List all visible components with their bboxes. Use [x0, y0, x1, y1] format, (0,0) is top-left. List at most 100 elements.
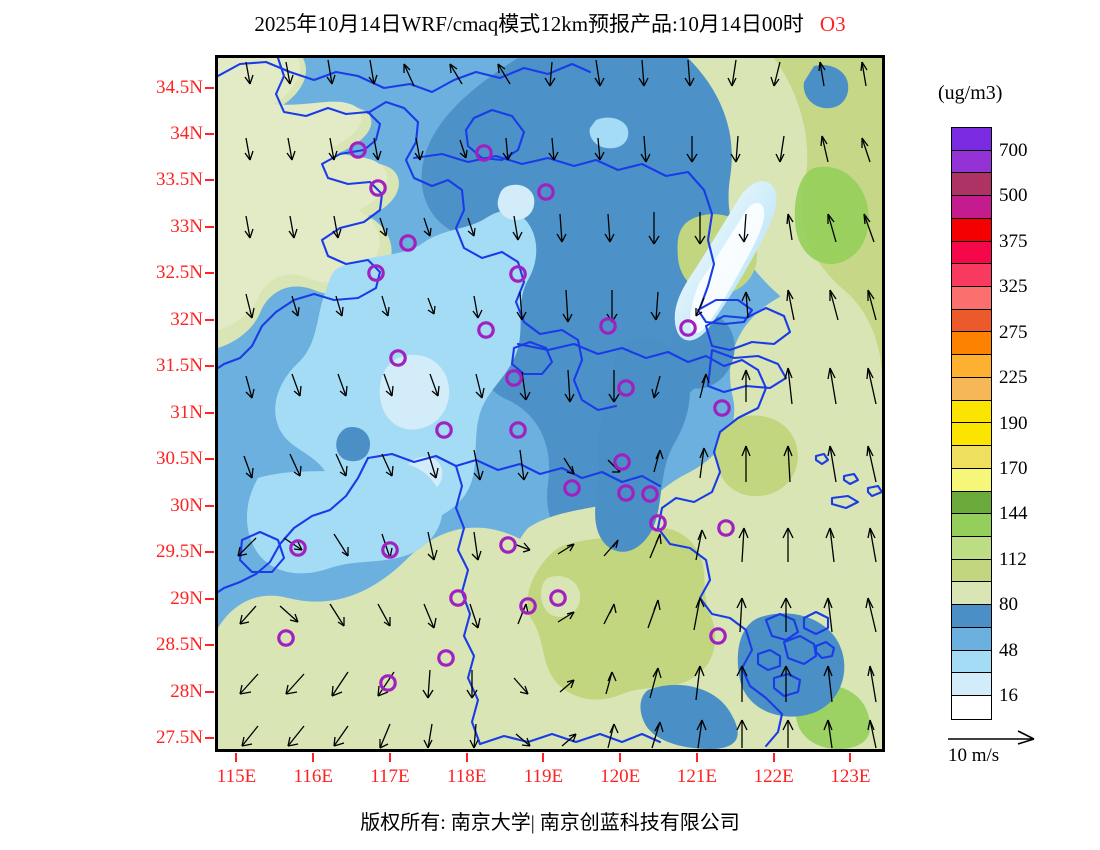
lon-tick-mark: [772, 753, 775, 762]
station-marker: [713, 399, 731, 417]
lat-tick-mark: [205, 504, 214, 507]
lat-tick-mark: [205, 179, 214, 182]
station-marker: [649, 514, 667, 532]
station-marker: [679, 319, 697, 337]
contour-band-80-112-south-coast: [640, 684, 738, 749]
station-marker: [509, 421, 527, 439]
colorbar[interactable]: [951, 127, 992, 720]
lon-tick-mark: [849, 753, 852, 762]
wind-scale-label: 10 m/s: [948, 745, 1000, 766]
colorbar-band: [952, 218, 991, 242]
colorbar-band: [952, 491, 991, 515]
station-marker: [599, 317, 617, 335]
lat-tick-label: 32.5N: [156, 262, 203, 284]
lat-tick-mark: [205, 318, 214, 321]
station-marker: [379, 674, 397, 692]
wind-scale-arrow-icon: [948, 730, 1035, 745]
contour-band-112-144-zhejiang: [527, 527, 716, 700]
colorbar-band: [952, 468, 991, 492]
lat-tick-mark: [205, 365, 214, 368]
colorbar-band: [952, 446, 991, 469]
wind-scale-legend: 10 m/s: [946, 728, 1076, 767]
lon-tick-label: 121E: [676, 766, 718, 787]
station-marker: [389, 349, 407, 367]
lon-tick-label: 116E: [293, 766, 333, 787]
lon-tick-mark: [542, 753, 545, 762]
lat-tick-mark: [205, 132, 214, 135]
lon-tick-label: 119E: [523, 766, 564, 787]
colorbar-band: [952, 673, 991, 696]
colorbar-band: [952, 287, 991, 310]
station-marker: [499, 536, 517, 554]
lon-tick-label: 120E: [600, 766, 641, 787]
lon-tick-label: 117E: [370, 766, 410, 787]
station-marker: [475, 144, 493, 162]
station-marker: [477, 321, 495, 339]
station-marker: [369, 179, 387, 197]
station-marker: [709, 627, 727, 645]
lat-tick-mark: [205, 225, 214, 228]
station-marker: [563, 479, 581, 497]
colorbar-tick-label: 500: [999, 185, 1028, 207]
contour-band-80-112-zhoushan: [737, 613, 845, 717]
lon-tick-mark: [695, 753, 698, 762]
colorbar-units-label: (ug/m3): [938, 82, 1003, 104]
station-marker: [367, 264, 385, 282]
lon-tick-label: 123E: [830, 766, 871, 787]
colorbar-band: [952, 264, 991, 288]
yangtze-core: [690, 202, 765, 333]
contour-speck-w: [336, 426, 370, 462]
lat-tick-label: 28.5N: [156, 634, 203, 656]
lat-tick-mark: [205, 644, 214, 647]
lat-tick-label: 33N: [170, 215, 203, 237]
station-marker: [613, 453, 631, 471]
station-marker: [277, 629, 295, 647]
colorbar-tick-label: 700: [999, 139, 1028, 161]
lat-tick-mark: [205, 690, 214, 693]
colorbar-tick-label: 16: [999, 685, 1018, 707]
station-marker: [549, 589, 567, 607]
forecast-map[interactable]: [215, 55, 885, 752]
lat-tick-label: 32N: [170, 308, 203, 330]
colorbar-band: [952, 423, 991, 447]
colorbar-band: [952, 695, 991, 719]
station-markers[interactable]: [277, 141, 735, 692]
colorbar-band: [952, 128, 991, 151]
lat-tick-mark: [205, 458, 214, 461]
lat-tick-label: 34.5N: [156, 76, 203, 98]
colorbar-tick-label: 325: [999, 276, 1028, 298]
contour-speck-ne: [803, 64, 849, 109]
station-marker: [289, 539, 307, 557]
colorbar-band: [952, 309, 991, 333]
lat-tick-label: 31.5N: [156, 355, 203, 377]
lat-tick-label: 30.5N: [156, 448, 203, 470]
colorbar-band: [952, 196, 991, 219]
map-contour-canvas: [218, 58, 882, 749]
lon-tick-mark: [465, 753, 468, 762]
contour-band-anhui-inner: [218, 58, 388, 330]
contour-speck-mid-green: [540, 575, 581, 617]
lat-tick-mark: [205, 272, 214, 275]
lat-tick-mark: [205, 411, 214, 414]
lat-tick-label: 33.5N: [156, 169, 203, 191]
station-marker: [717, 519, 735, 537]
lat-tick-mark: [205, 551, 214, 554]
colorbar-band: [952, 173, 991, 197]
lon-tick-label: 118E: [447, 766, 487, 787]
colorbar-band: [952, 536, 991, 560]
station-marker: [617, 379, 635, 397]
lat-tick-label: 31N: [170, 401, 203, 423]
page-title: 2025年10月14日WRF/cmaq模式12km预报产品:10月14日00时 O…: [0, 8, 1100, 38]
lon-tick-mark: [235, 753, 238, 762]
wind-vectors: [237, 59, 877, 749]
colorbar-band: [952, 559, 991, 583]
colorbar-band: [952, 400, 991, 424]
colorbar-tick-label: 48: [999, 639, 1018, 661]
lat-tick-label: 34N: [170, 122, 203, 144]
title-species-label: O3: [819, 12, 846, 36]
station-marker: [349, 141, 367, 159]
lon-tick-mark: [312, 753, 315, 762]
colorbar-band: [952, 627, 991, 651]
copyright-footer: 版权所有: 南京大学| 南京创蓝科技有限公司: [360, 812, 740, 834]
lat-tick-mark: [205, 737, 214, 740]
